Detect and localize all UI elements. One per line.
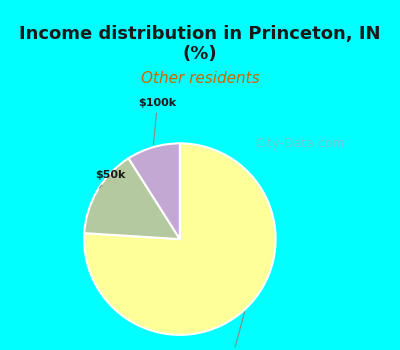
Wedge shape	[84, 158, 180, 239]
Text: $100k: $100k	[138, 98, 177, 145]
Text: $50k: $50k	[95, 170, 126, 188]
Wedge shape	[128, 144, 180, 239]
Text: Other residents: Other residents	[141, 71, 259, 86]
Wedge shape	[84, 144, 276, 335]
Text: Income distribution in Princeton, IN
(%): Income distribution in Princeton, IN (%)	[19, 25, 381, 63]
Text: $20k: $20k	[217, 312, 248, 350]
Text: City-Data.com: City-Data.com	[256, 137, 345, 150]
